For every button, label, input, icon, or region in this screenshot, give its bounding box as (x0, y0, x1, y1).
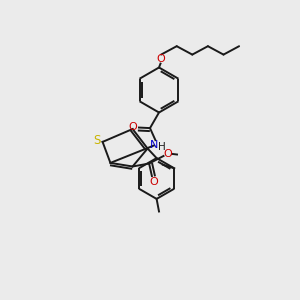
Text: S: S (94, 134, 101, 147)
Text: O: O (164, 149, 172, 159)
Text: O: O (149, 177, 158, 188)
Text: H: H (158, 142, 166, 152)
Text: O: O (128, 122, 137, 133)
Text: N: N (150, 140, 158, 151)
Text: O: O (157, 54, 166, 64)
